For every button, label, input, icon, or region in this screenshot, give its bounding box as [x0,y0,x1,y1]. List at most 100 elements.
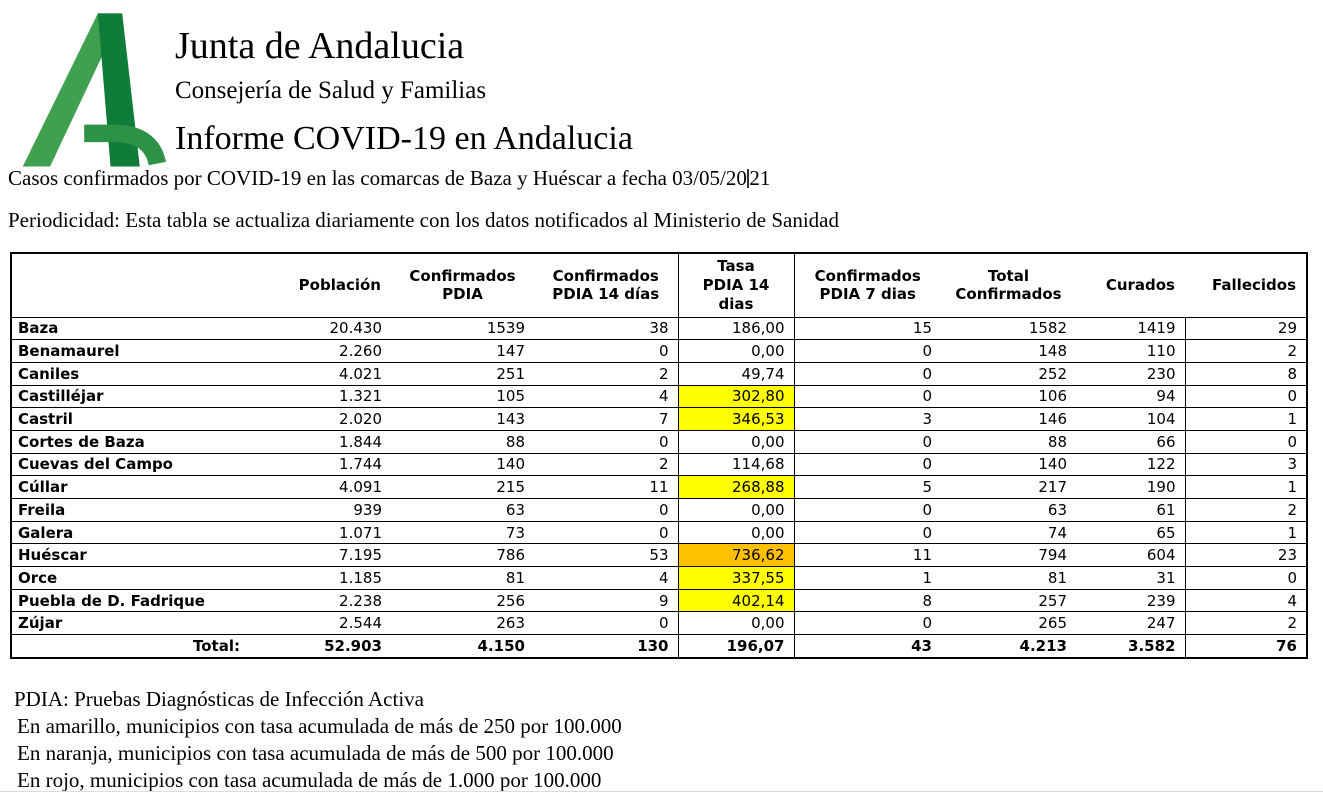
confirmados-pdia-14-cell: 38 [534,317,678,341]
confirmados-pdia-cell: 105 [391,385,534,409]
total-tasa-pdia-14-cell: 196,07 [677,634,795,659]
municipality-cell: Castril [11,407,246,431]
header-confirmados-pdia-14: Confirmados PDIA 14 días [534,253,678,318]
pdia-definition: PDIA: Pruebas Diagnósticas de Infección … [14,687,424,711]
confirmados-pdia-cell: 147 [391,339,534,363]
confirmados-pdia-cell: 73 [391,521,534,545]
fallecidos-cell: 2 [1184,498,1307,522]
poblacion-cell: 1.844 [246,430,391,454]
periodicity-note: Periodicidad: Esta tabla se actualiza di… [8,208,839,232]
tasa-pdia-14-cell: 268,88 [677,475,795,499]
tasa-pdia-14-cell: 0,00 [677,430,795,454]
confirmados-pdia-cell: 1539 [391,317,534,341]
curados-cell: 66 [1076,430,1185,454]
curados-cell: 122 [1076,453,1185,477]
header-municipality [11,253,246,318]
legend: PDIA: Pruebas Diagnósticas de Infección … [14,686,622,794]
confirmados-pdia-7-cell: 0 [794,339,941,363]
fallecidos-cell: 8 [1184,362,1307,386]
confirmados-pdia-14-cell: 9 [534,589,678,613]
poblacion-cell: 1.185 [246,566,391,590]
fallecidos-cell: 2 [1184,611,1307,636]
confirmados-pdia-7-cell: 15 [794,317,941,341]
tasa-pdia-14-cell: 0,00 [677,498,795,522]
fallecidos-cell: 1 [1184,521,1307,545]
fallecidos-cell: 23 [1184,543,1307,568]
header-fallecidos: Fallecidos [1185,253,1307,318]
tasa-pdia-14-cell: 0,00 [677,521,795,545]
table-row: Zújar 2.544 263 0 0,00 0 265 247 2 [11,611,1307,636]
table-row: Huéscar 7.195 786 53 736,62 11 794 604 2… [11,543,1307,568]
table-row: Caniles 4.021 251 2 49,74 0 252 230 8 [11,362,1307,386]
total-total-confirmados-cell: 4.213 [941,634,1076,659]
fallecidos-cell: 4 [1184,589,1307,613]
curados-cell: 230 [1076,362,1185,386]
confirmados-pdia-cell: 251 [391,362,534,386]
confirmados-pdia-7-cell: 0 [794,385,941,409]
curados-cell: 247 [1076,611,1185,636]
municipality-cell: Freila [11,498,246,522]
table-row: Cortes de Baza 1.844 88 0 0,00 0 88 66 0 [11,430,1307,454]
municipality-cell: Cortes de Baza [11,430,246,454]
confirmados-pdia-cell: 143 [391,407,534,431]
tasa-pdia-14-cell: 49,74 [677,362,795,386]
curados-cell: 104 [1076,407,1185,431]
total-confirmados-cell: 794 [941,543,1076,568]
municipality-cell: Caniles [11,362,246,386]
table-header-row: Población Confirmados PDIA Confirmados P… [11,253,1307,318]
confirmados-pdia-cell: 140 [391,453,534,477]
report-subtitle-text-after: 21 [749,166,771,190]
poblacion-cell: 2.238 [246,589,391,613]
confirmados-pdia-14-cell: 7 [534,407,678,431]
legend-yellow-rule: En amarillo, municipios con tasa acumula… [17,714,622,738]
tasa-pdia-14-cell: 0,00 [677,611,795,636]
org-subtitle: Consejería de Salud y Familias [175,77,487,104]
confirmados-pdia-14-cell: 4 [534,385,678,409]
municipality-cell: Huéscar [11,543,246,568]
municipality-cell: Zújar [11,611,246,636]
report-subtitle-text: Casos confirmados por COVID-19 en las co… [8,166,747,190]
poblacion-cell: 2.544 [246,611,391,636]
confirmados-pdia-14-cell: 53 [534,543,678,568]
poblacion-cell: 1.744 [246,453,391,477]
header-confirmados-pdia: Confirmados PDIA [391,253,534,318]
confirmados-pdia-14-cell: 0 [534,611,678,636]
confirmados-pdia-14-cell: 0 [534,430,678,454]
curados-cell: 110 [1076,339,1185,363]
text-cursor [747,169,749,188]
municipality-cell: Puebla de D. Fadrique [11,589,246,613]
municipality-cell: Baza [11,317,246,341]
confirmados-pdia-cell: 63 [391,498,534,522]
total-confirmados-cell: 1582 [941,317,1076,341]
municipality-cell: Benamaurel [11,339,246,363]
total-confirmados-cell: 88 [941,430,1076,454]
confirmados-pdia-7-cell: 11 [794,543,941,568]
confirmados-pdia-7-cell: 0 [794,498,941,522]
total-confirmados-cell: 217 [941,475,1076,499]
curados-cell: 190 [1076,475,1185,499]
table-row: Baza 20.430 1539 38 186,00 15 1582 1419 … [11,317,1307,341]
page-bottom-divider [0,791,1323,792]
tasa-pdia-14-cell: 186,00 [677,317,795,341]
poblacion-cell: 4.091 [246,475,391,499]
curados-cell: 604 [1076,543,1185,568]
table-row: Cúllar 4.091 215 11 268,88 5 217 190 1 [11,475,1307,499]
header-confirmados-pdia-7: Confirmados PDIA 7 dias [794,253,941,318]
fallecidos-cell: 1 [1184,475,1307,499]
total-confirmados-cell: 146 [941,407,1076,431]
curados-cell: 1419 [1076,317,1185,341]
confirmados-pdia-7-cell: 0 [794,521,941,545]
covid-table-container: Población Confirmados PDIA Confirmados P… [10,252,1308,659]
total-label-cell: Total: [11,634,246,659]
fallecidos-cell: 3 [1184,453,1307,477]
tasa-pdia-14-cell: 736,62 [677,543,795,568]
total-confirmados-cell: 81 [941,566,1076,590]
total-poblacion-cell: 52.903 [246,634,391,659]
tasa-pdia-14-cell: 402,14 [677,589,795,613]
poblacion-cell: 2.020 [246,407,391,431]
tasa-pdia-14-cell: 0,00 [677,339,795,363]
total-confirmados-pdia-14-cell: 130 [534,634,678,659]
confirmados-pdia-7-cell: 1 [794,566,941,590]
confirmados-pdia-14-cell: 0 [534,521,678,545]
municipality-cell: Galera [11,521,246,545]
